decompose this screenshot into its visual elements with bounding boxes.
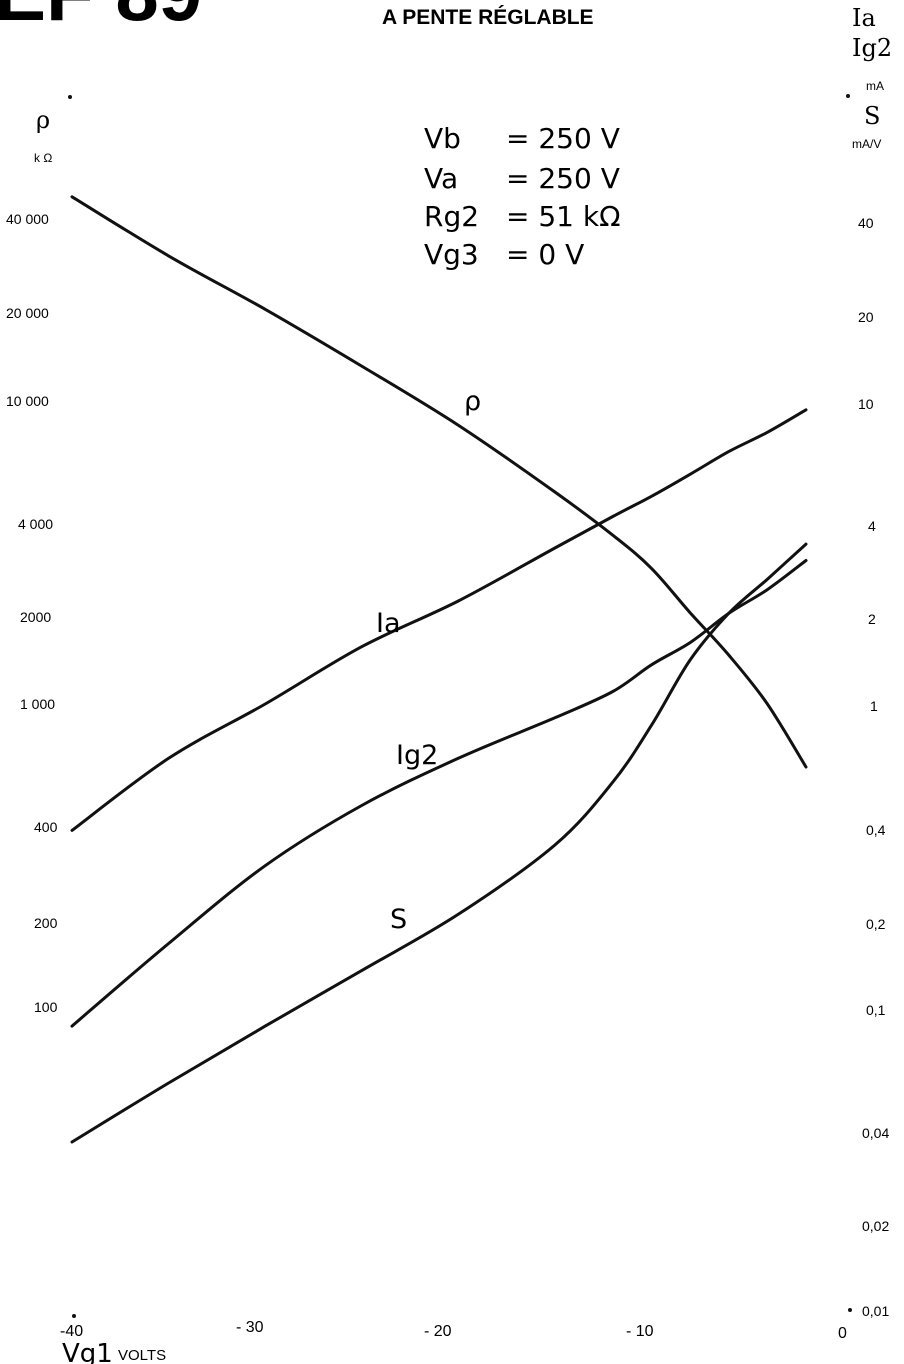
- left-axis-symbol: ρ: [36, 106, 50, 134]
- x-axis-unit: VOLTS: [118, 1347, 166, 1364]
- x-tick-label: - 10: [626, 1323, 654, 1340]
- param-name: Vb: [424, 122, 461, 155]
- right-tick-label: 2: [868, 611, 876, 627]
- parameter-block: Vb = 250 V Va = 250 V Rg2 = 51 kΩ Vg3 = …: [424, 122, 621, 271]
- left-tick-label: 400: [34, 819, 58, 835]
- series-line-rho: [70, 195, 808, 769]
- param-name: Va: [424, 162, 458, 195]
- right-tick-label: 0,1: [866, 1002, 886, 1018]
- right-tick-label: 4: [868, 518, 876, 534]
- left-axis-unit: k Ω: [34, 151, 52, 165]
- left-tick-label: 4 000: [18, 516, 53, 532]
- left-ticks: 40 000 20 000 10 000 4 000 2000 1 000 40…: [6, 211, 58, 1015]
- curve-label-ig2: Ig2: [396, 740, 438, 771]
- x-axis-label: Vg1: [62, 1339, 113, 1364]
- curves: [70, 195, 808, 1144]
- right-tick-label: 0,2: [866, 916, 886, 932]
- x-origin-dot: [72, 1314, 76, 1318]
- chart-title: EF 89: [0, 0, 202, 37]
- left-tick-label: 10 000: [6, 393, 49, 409]
- right-tick-label: 0,04: [862, 1125, 889, 1141]
- left-tick-label: 200: [34, 915, 58, 931]
- right-axis-label-s: S: [864, 102, 880, 130]
- curve-label-s: S: [390, 904, 407, 935]
- x-tick-label: - 20: [424, 1323, 452, 1340]
- left-tick-label: 40 000: [6, 211, 49, 227]
- series-line-ia: [70, 408, 808, 832]
- param-value: = 0 V: [506, 238, 584, 271]
- right-tick-label: 20: [858, 309, 874, 325]
- series-line-s: [70, 542, 808, 1144]
- series-line-ig2: [70, 559, 808, 1028]
- right-tick-label: 40: [858, 215, 874, 231]
- param-value: = 51 kΩ: [506, 200, 621, 233]
- x-tick-label: 0: [838, 1325, 847, 1342]
- left-tick-label: 1 000: [20, 696, 55, 712]
- right-ticks: 40 20 10 4 2 1 0,4 0,2 0,1 0,04 0,02 0,0…: [858, 215, 889, 1319]
- x-ticks: -40 - 30 - 20 - 10 0: [60, 1314, 847, 1342]
- right-tick-label: 0,02: [862, 1218, 889, 1234]
- left-tick-label: 100: [34, 999, 58, 1015]
- param-name: Rg2: [424, 200, 479, 233]
- left-axis-dot: [68, 95, 72, 99]
- param-name: Vg3: [424, 238, 479, 271]
- right-tick-label: 10: [858, 396, 874, 412]
- left-tick-label: 2000: [20, 609, 51, 625]
- right-origin-dot: [848, 1308, 852, 1312]
- right-tick-label: 0,4: [866, 822, 886, 838]
- curve-label-rho: ρ: [464, 386, 481, 417]
- x-tick-label: -40: [60, 1323, 83, 1340]
- curve-label-ia: Ia: [376, 608, 401, 639]
- right-axis-label-ig2: Ig2: [852, 34, 892, 62]
- right-tick-label: 0,01: [862, 1303, 889, 1319]
- right-axis-dot: [846, 94, 850, 98]
- right-axis-label-ma: mA: [866, 79, 884, 93]
- param-value: = 250 V: [506, 122, 620, 155]
- param-value: = 250 V: [506, 162, 620, 195]
- chart-subtitle: A PENTE RÉGLABLE: [382, 6, 594, 29]
- right-axis-label-ia: Ia: [852, 4, 876, 32]
- right-tick-label: 1: [870, 698, 878, 714]
- left-tick-label: 20 000: [6, 305, 49, 321]
- x-tick-label: - 30: [236, 1319, 264, 1336]
- right-axis-label-mav: mA/V: [852, 137, 881, 151]
